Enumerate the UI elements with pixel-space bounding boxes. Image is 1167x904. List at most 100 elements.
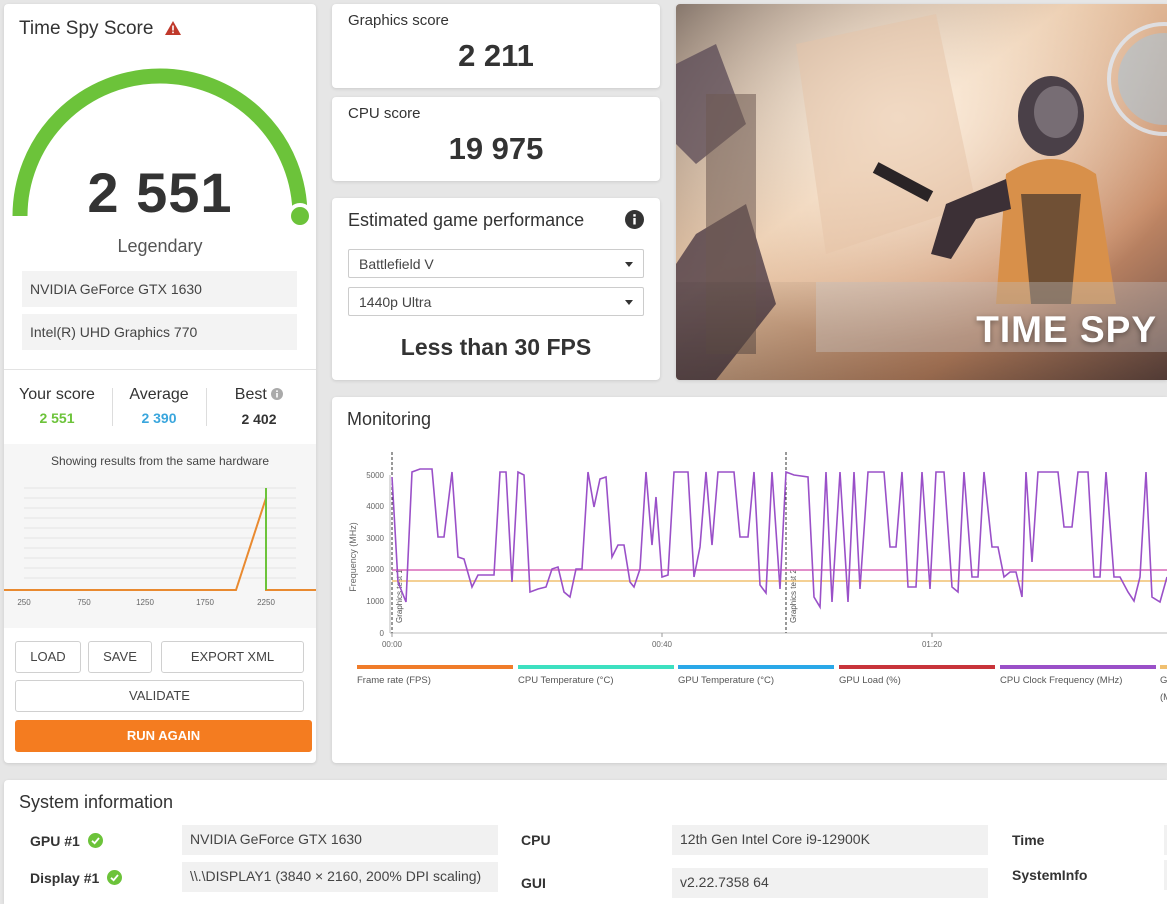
gauge-knob — [287, 203, 313, 229]
legend-swatch — [678, 665, 834, 669]
divider — [206, 388, 207, 426]
x-tick: 01:20 — [922, 640, 943, 649]
histogram-line — [4, 497, 316, 591]
score-card: Time Spy Score 2 551 Legendary NVIDIA Ge… — [4, 4, 316, 763]
average-score-label: Average — [129, 386, 189, 403]
score-gauge — [12, 68, 313, 229]
system-key-systeminfo: SystemInfo — [1012, 867, 1088, 883]
legend-item-cpu-clock[interactable]: CPU Clock Frequency (MHz) — [1000, 665, 1156, 686]
system-value-time — [1164, 825, 1167, 855]
game-select[interactable]: Battlefield V — [348, 249, 644, 278]
system-key-cpu: CPU — [521, 832, 551, 848]
cpu-score-value: 19 975 — [448, 131, 544, 166]
y-tick: 4000 — [366, 502, 384, 511]
system-key-time: Time — [1012, 832, 1045, 848]
best-score-label: Best — [209, 386, 309, 405]
run-again-button[interactable]: RUN AGAIN — [15, 720, 312, 752]
test-marker-label: Graphics test 1 — [395, 569, 404, 623]
divider — [4, 369, 316, 370]
histogram-tick: 750 — [77, 598, 91, 607]
histogram-caption: Showing results from the same hardware — [50, 454, 270, 468]
y-tick: 1000 — [366, 597, 384, 606]
legend-label: G — [1160, 675, 1167, 686]
preset-select-value: 1440p Ultra — [359, 294, 432, 310]
average-score-column: Average 2 390 — [109, 386, 209, 426]
hardware-item-gpu: NVIDIA GeForce GTX 1630 — [22, 271, 297, 307]
validate-button[interactable]: VALIDATE — [15, 680, 304, 712]
legend-swatch — [357, 665, 513, 669]
score-title-text: Time Spy Score — [19, 18, 154, 39]
histogram-tick: 250 — [17, 598, 31, 607]
legend-label: CPU Clock Frequency (MHz) — [1000, 675, 1123, 686]
legend-item-gpu-temperature[interactable]: GPU Temperature (°C) — [678, 665, 834, 686]
x-tick: 00:00 — [382, 640, 403, 649]
hardware-item-igpu: Intel(R) UHD Graphics 770 — [22, 314, 297, 350]
game-select-value: Battlefield V — [359, 256, 434, 272]
legend-label: Frame rate (FPS) — [357, 675, 431, 686]
system-value-cpu: 12th Gen Intel Core i9-12900K — [672, 825, 988, 855]
overall-score: 2 551 — [87, 161, 233, 224]
legend-swatch — [1160, 665, 1167, 669]
legend-swatch — [1000, 665, 1156, 669]
legend-label: GPU Load (%) — [839, 675, 901, 686]
system-key-display: Display #1 — [30, 870, 123, 888]
system-key-gpu: GPU #1 — [30, 833, 103, 851]
legend-swatch — [518, 665, 674, 669]
system-value-systeminfo — [1164, 860, 1167, 890]
warning-icon[interactable] — [164, 19, 181, 41]
info-icon[interactable] — [271, 387, 284, 405]
score-title: Time Spy Score — [19, 18, 181, 41]
average-score-value: 2 390 — [141, 410, 177, 426]
y-tick: 5000 — [366, 471, 384, 480]
system-key-text: GPU #1 — [30, 833, 80, 849]
legend-item-gpu-load[interactable]: GPU Load (%) — [839, 665, 995, 686]
hero-illustration — [676, 4, 1167, 380]
best-score-label-text: Best — [234, 386, 267, 403]
fps-result: Less than 30 FPS — [400, 334, 592, 360]
graphics-score-value: 2 211 — [458, 38, 534, 73]
system-information-title: System information — [19, 792, 174, 812]
score-histogram: 250 750 1250 1750 2250 — [4, 487, 316, 607]
check-icon — [107, 870, 123, 888]
cpu-score-label: CPU score — [348, 105, 421, 122]
system-information-card: System information GPU #1 NVIDIA GeForce… — [4, 780, 1167, 904]
cpu-clock-line — [391, 468, 1167, 610]
load-button[interactable]: LOAD — [15, 641, 81, 673]
histogram-panel — [4, 444, 316, 628]
x-tick: 00:40 — [652, 640, 673, 649]
hero-title: TIME SPY — [976, 309, 1157, 350]
graphics-score-label: Graphics score — [348, 12, 449, 29]
chevron-down-icon — [625, 300, 633, 305]
legend-item-cpu-temperature[interactable]: CPU Temperature (°C) — [518, 665, 674, 686]
system-value-gpu: NVIDIA GeForce GTX 1630 — [182, 825, 498, 855]
system-value-gui: v2.22.7358 64 — [672, 868, 988, 898]
histogram-tick: 1250 — [136, 598, 154, 607]
cpu-score-card: CPU score 19 975 — [332, 97, 660, 181]
best-score-column: Best 2 402 — [209, 386, 309, 427]
monitoring-card: Monitoring 0 1000 2000 3000 4000 5000 Fr… — [332, 397, 1167, 763]
chevron-down-icon — [625, 262, 633, 267]
y-tick: 2000 — [366, 565, 384, 574]
system-key-gui: GUI — [521, 875, 546, 891]
export-xml-button[interactable]: EXPORT XML — [161, 641, 304, 673]
histogram-tick: 1750 — [196, 598, 214, 607]
your-score-column: Your score 2 551 — [7, 386, 107, 426]
histogram-tick: 2250 — [257, 598, 275, 607]
best-score-value: 2 402 — [241, 411, 277, 427]
save-button[interactable]: SAVE — [88, 641, 152, 673]
system-value-display: \\.\DISPLAY1 (3840 × 2160, 200% DPI scal… — [182, 862, 498, 892]
your-score-label: Your score — [19, 386, 95, 403]
y-tick: 3000 — [366, 534, 384, 543]
preset-select[interactable]: 1440p Ultra — [348, 287, 644, 316]
legend-item-frame-rate[interactable]: Frame rate (FPS) — [357, 665, 513, 686]
info-icon[interactable] — [625, 210, 644, 234]
legend-item-gpu-clock[interactable]: G (M — [1160, 665, 1167, 703]
divider — [112, 388, 113, 426]
score-rank: Legendary — [117, 236, 203, 256]
test-marker-label: Graphics test 2 — [789, 569, 798, 623]
monitoring-title: Monitoring — [347, 409, 432, 429]
hero-image: TIME SPY — [676, 4, 1167, 380]
graphics-score-card: Graphics score 2 211 — [332, 4, 660, 88]
estimated-performance-title: Estimated game performance — [348, 210, 585, 230]
legend-label: GPU Temperature (°C) — [678, 675, 775, 686]
